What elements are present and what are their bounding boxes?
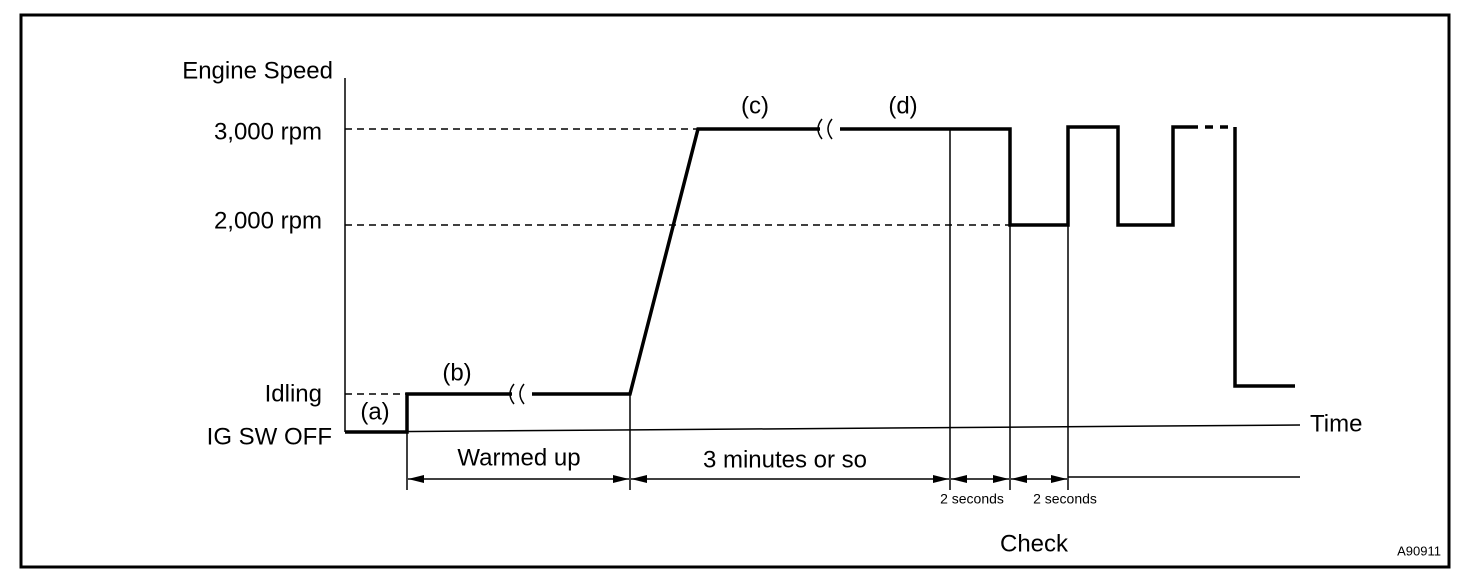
speed-trace: [1233, 127, 1295, 388]
interval-label: 2 seconds: [940, 491, 1004, 507]
level-label: IG SW OFF: [207, 423, 332, 450]
level-label: 2,000 rpm: [214, 207, 322, 234]
interval-label: 3 minutes or so: [703, 446, 867, 473]
phase-label: (d): [888, 92, 917, 119]
speed-trace: [532, 127, 820, 396]
phase-label: (c): [741, 92, 769, 119]
frame: [19, 13, 1451, 569]
check-label: Check: [1000, 530, 1069, 557]
x-axis: [344, 424, 1301, 433]
x-axis-label: Time: [1310, 410, 1362, 437]
y-axis-label: Engine Speed: [182, 57, 333, 84]
speed-trace: [840, 125, 1190, 227]
level-label: Idling: [265, 380, 322, 407]
figure-id: A90911: [1397, 543, 1441, 558]
interval-label: Warmed up: [457, 444, 580, 471]
level-label: 3,000 rpm: [214, 118, 322, 145]
break-mark: [509, 383, 525, 405]
speed-trace: [345, 392, 512, 434]
phase-label: (b): [442, 359, 471, 386]
interval-label: 2 seconds: [1033, 491, 1097, 507]
break-mark: [817, 118, 833, 140]
phase-label: (a): [360, 398, 389, 425]
